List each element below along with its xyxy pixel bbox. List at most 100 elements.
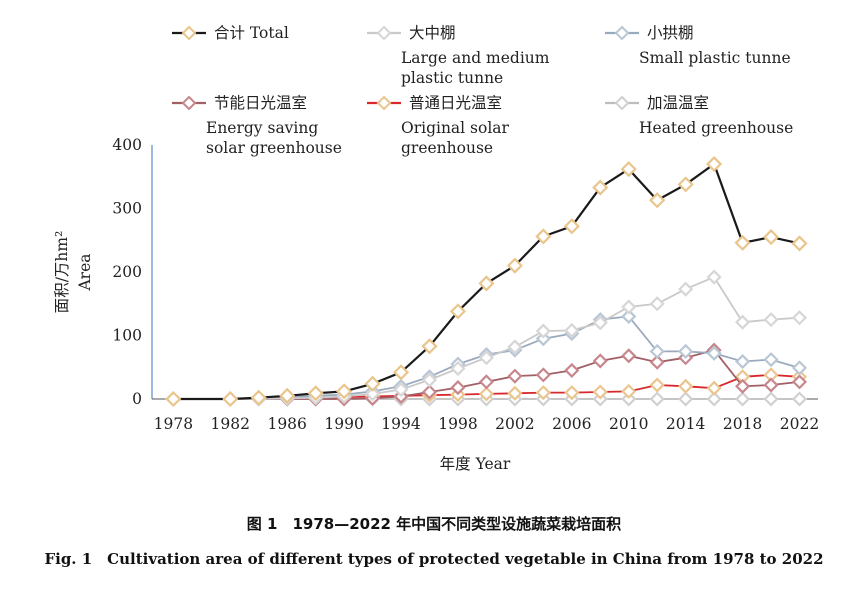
legend-item-2: 小拱棚 Small plastic tunne [605, 24, 791, 67]
data-point [592, 353, 608, 369]
data-point [706, 380, 722, 396]
data-point [279, 387, 296, 404]
data-point [763, 391, 779, 407]
y-axis-ticks: 0 100 200 300 400 [112, 136, 142, 408]
y-tick-label: 100 [112, 327, 142, 345]
data-point [620, 161, 637, 178]
legend-label-en: Original solar [401, 119, 510, 137]
data-point [706, 391, 722, 407]
data-point [507, 385, 523, 401]
legend-label-en: Heated greenhouse [639, 119, 793, 137]
data-point [507, 339, 523, 355]
data-point [507, 368, 523, 384]
data-point [592, 315, 608, 331]
data-point [677, 176, 694, 193]
legend-marker [614, 95, 630, 111]
data-point [791, 235, 808, 252]
legend-label-en: Small plastic tunne [639, 49, 791, 67]
legend-label-cn: 节能日光温室 [214, 94, 307, 112]
data-point [478, 275, 495, 292]
legend-item-4: 普通日光温室 Original solar greenhouse [367, 94, 510, 157]
data-point [791, 391, 808, 407]
data-point [393, 381, 409, 398]
legend-label-en: Energy saving [206, 119, 318, 137]
data-point [535, 385, 551, 401]
legend-item-1: 大中棚 Large and medium plastic tunne [367, 24, 550, 87]
y-axis-title-en: Area [76, 253, 94, 291]
x-tick-label: 2018 [723, 415, 762, 433]
data-point [649, 391, 665, 407]
legend-marker [376, 95, 392, 111]
data-point [421, 384, 438, 400]
data-point [250, 389, 267, 406]
data-point [678, 378, 694, 394]
data-point [706, 155, 723, 173]
y-tick-label: 400 [112, 136, 142, 154]
legend-marker [614, 25, 630, 41]
data-point [735, 353, 751, 370]
data-point [421, 338, 438, 355]
x-tick-label: 1994 [381, 415, 421, 433]
data-point [621, 391, 637, 407]
data-point [564, 385, 580, 401]
data-point [706, 345, 722, 361]
data-point [649, 377, 665, 393]
data-point [535, 323, 551, 339]
data-point [735, 391, 751, 407]
data-point [649, 343, 665, 359]
data-point [535, 367, 551, 383]
data-point [336, 383, 353, 400]
x-tick-label: 1982 [211, 415, 250, 433]
x-tick-label: 2022 [780, 415, 819, 433]
legend-item-0: 合计 Total [172, 24, 289, 42]
data-point [449, 303, 467, 320]
legend-item-5: 加温温室 Heated greenhouse [605, 94, 793, 137]
data-point [649, 296, 665, 312]
legend-marker [181, 95, 197, 111]
data-point [678, 281, 694, 297]
data-point [365, 386, 381, 402]
legend: 合计 Total 大中棚 Large and medium plastic tunne… [172, 24, 793, 157]
data-point [478, 386, 494, 402]
data-point [791, 374, 808, 390]
data-point [421, 372, 438, 388]
data-point [478, 350, 494, 366]
data-point [621, 383, 637, 399]
data-point [791, 310, 808, 326]
legend-marker [376, 25, 392, 41]
legend-label-en: greenhouse [401, 139, 493, 157]
data-point [649, 192, 666, 209]
data-point [592, 179, 609, 196]
data-point [450, 380, 466, 396]
series-line [173, 162, 800, 401]
x-tick-label: 1978 [154, 415, 193, 433]
data-point [165, 390, 182, 408]
data-point [621, 308, 637, 325]
legend-label-cn: 普通日光温室 [409, 94, 502, 112]
legend-label-cn: 加温温室 [647, 94, 709, 112]
data-point [478, 374, 494, 390]
data-point [621, 299, 637, 315]
data-point [734, 234, 751, 251]
data-point [364, 375, 381, 392]
data-point [621, 348, 637, 364]
data-point [535, 228, 552, 245]
data-point [592, 384, 608, 400]
data-point [506, 257, 523, 274]
legend-label-en: plastic tunne [401, 69, 503, 87]
data-point [678, 343, 694, 359]
x-tick-label: 2010 [609, 415, 648, 433]
series-line [173, 275, 800, 400]
data-point [791, 360, 808, 376]
data-point [307, 385, 324, 402]
legend-label-cn: 小拱棚 [647, 24, 694, 42]
x-tick-label: 2006 [552, 415, 591, 433]
data-point [763, 377, 779, 393]
legend-label-cn: 大中棚 [409, 24, 456, 42]
data-point [735, 378, 751, 394]
data-point [649, 354, 665, 370]
series-0 [165, 155, 808, 408]
data-point [450, 360, 466, 377]
y-tick-label: 200 [112, 263, 142, 281]
